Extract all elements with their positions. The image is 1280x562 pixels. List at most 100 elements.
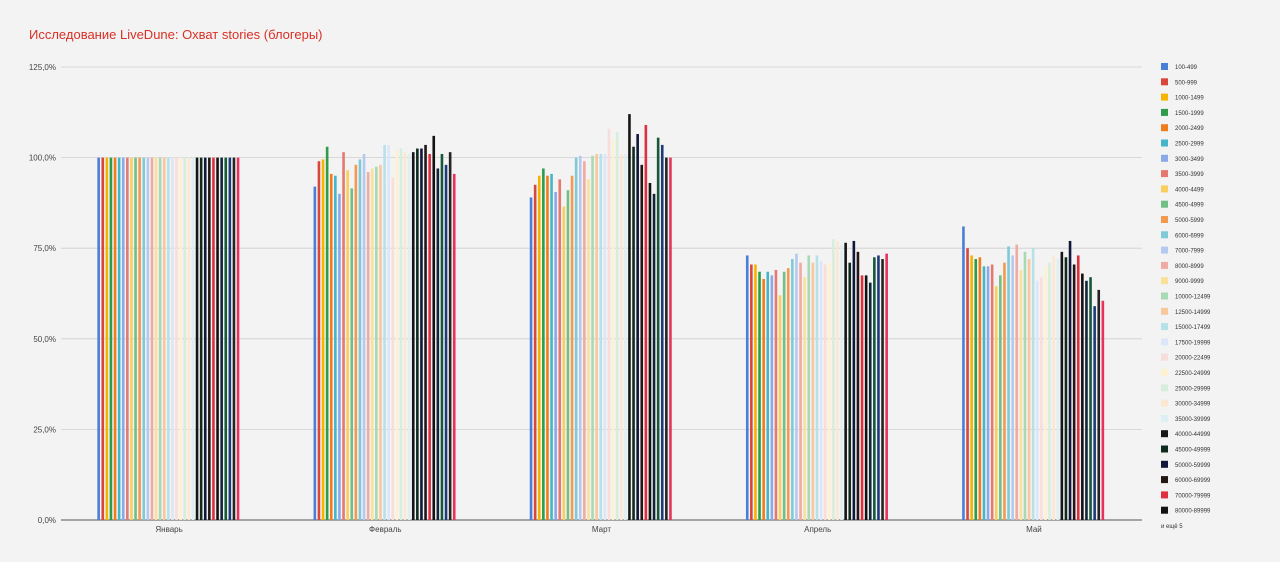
bar [216, 157, 219, 520]
y-tick-label: 50,0% [33, 335, 56, 344]
bar [811, 262, 815, 520]
legend-label: 80000-89999 [1175, 509, 1211, 515]
bar [411, 152, 415, 520]
legend-swatch [1161, 460, 1168, 468]
bar [1060, 251, 1064, 520]
legend-swatch [1161, 399, 1168, 407]
bar [587, 179, 590, 520]
bar [346, 170, 349, 520]
bar [383, 144, 386, 520]
bar [636, 134, 639, 520]
legend-swatch [1161, 124, 1168, 132]
bar [1076, 255, 1080, 520]
bar [338, 193, 341, 520]
bar [628, 114, 631, 520]
legend-swatch [1161, 414, 1168, 422]
legend-more-label: и ещё 5 [1161, 524, 1183, 530]
bar [1044, 266, 1047, 520]
bar [407, 153, 411, 520]
legend-label: 5000-5999 [1175, 218, 1204, 224]
bar [885, 253, 888, 521]
bar [171, 157, 174, 520]
bar [656, 137, 660, 520]
bar [550, 173, 553, 520]
bar [444, 164, 448, 520]
bar [529, 197, 533, 521]
legend-label: 4000-4499 [1175, 187, 1204, 193]
bar [370, 168, 374, 521]
legend-swatch [1161, 277, 1168, 285]
bar [1003, 262, 1006, 520]
legend-label: 2000-2499 [1175, 126, 1204, 132]
bar [1048, 262, 1051, 520]
bar [109, 157, 113, 520]
legend-label: 3500-3999 [1175, 172, 1204, 178]
bar [644, 124, 648, 520]
bar [1011, 255, 1014, 520]
bar [745, 255, 749, 520]
bar [1089, 277, 1092, 520]
chart-title: Исследование LiveDune: Охват stories (бл… [29, 27, 323, 42]
legend-label: 8000-8999 [1175, 264, 1204, 270]
legend-label: 9000-9999 [1175, 279, 1204, 285]
bar [986, 266, 990, 520]
bar [342, 152, 345, 520]
bar [881, 259, 884, 520]
bar [1027, 259, 1031, 520]
bar [432, 135, 436, 520]
bar [864, 275, 868, 520]
legend-label: 12500-14999 [1175, 310, 1211, 316]
bar [758, 271, 761, 520]
bar [877, 255, 880, 520]
bar [101, 157, 105, 520]
bar [391, 177, 395, 521]
bar [827, 262, 831, 520]
legend-swatch [1161, 430, 1168, 438]
bar [803, 277, 806, 520]
bar [970, 255, 973, 520]
bar [832, 239, 835, 520]
legend-label: 10000-12499 [1175, 295, 1211, 301]
legend-swatch [1161, 506, 1168, 514]
bar [807, 255, 811, 520]
legend-swatch [1161, 292, 1168, 300]
bar [334, 175, 337, 520]
legend-label: 4500-4999 [1175, 203, 1204, 209]
bar [982, 266, 986, 520]
bar [603, 153, 607, 520]
bar [358, 159, 362, 521]
bar [1072, 264, 1076, 520]
bar [1023, 251, 1027, 520]
bar [162, 157, 166, 520]
bar [856, 251, 860, 520]
legend-swatch [1161, 154, 1168, 162]
legend-label: 70000-79999 [1175, 493, 1211, 499]
bar [599, 153, 603, 520]
bar [203, 157, 207, 520]
bar [452, 173, 456, 520]
bar [640, 164, 644, 520]
bar [542, 168, 545, 521]
legend-swatch [1161, 246, 1168, 254]
legend-swatch [1161, 78, 1168, 86]
bar [648, 182, 652, 520]
bar [329, 173, 333, 520]
bar [138, 157, 141, 520]
legend-swatch [1161, 200, 1168, 208]
bar [632, 146, 635, 520]
bar [795, 253, 798, 521]
legend-swatch [1161, 384, 1168, 392]
bar [1015, 244, 1019, 521]
legend-swatch [1161, 93, 1168, 101]
x-tick-label: Май [1026, 525, 1042, 534]
bar [121, 157, 125, 520]
legend-label: 17500-19999 [1175, 340, 1211, 346]
bar [537, 175, 541, 520]
legend-label: 35000-39999 [1175, 417, 1211, 423]
bar [1068, 240, 1072, 520]
legend-label: 100-499 [1175, 65, 1198, 71]
bar [220, 157, 223, 520]
legend-label: 15000-17499 [1175, 325, 1211, 331]
bar [117, 157, 121, 520]
